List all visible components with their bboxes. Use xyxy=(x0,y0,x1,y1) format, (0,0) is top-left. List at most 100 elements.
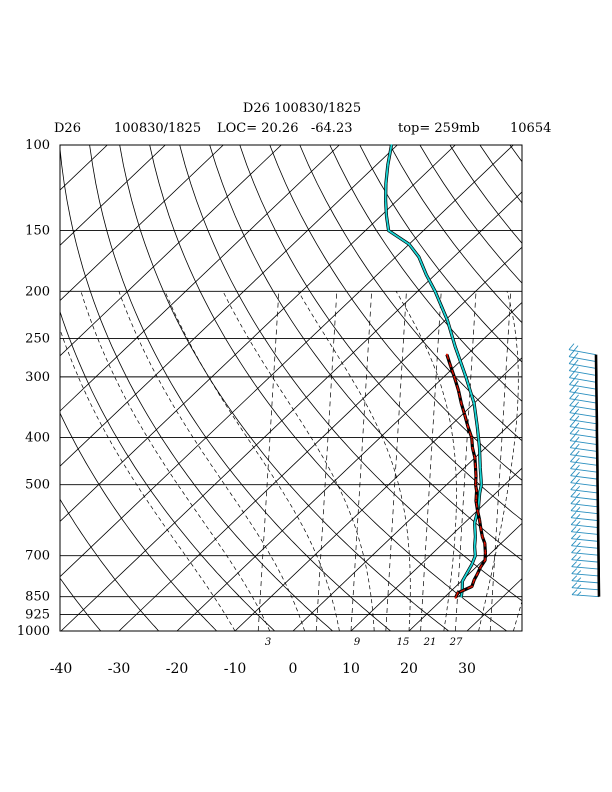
wind-barb-staff xyxy=(570,468,598,473)
second-profile-point xyxy=(478,492,481,494)
wind-barb-staff xyxy=(571,531,599,535)
wind-barb-feather xyxy=(573,373,579,379)
wind-barb-staff xyxy=(569,384,597,390)
wind-barb xyxy=(569,441,598,452)
isotherm-line xyxy=(60,191,522,631)
wind-barb-axis xyxy=(594,354,601,597)
sounding-profiles xyxy=(384,144,487,599)
wind-barb-staff xyxy=(570,482,598,487)
wind-barb-staff xyxy=(569,356,597,363)
wind-barb-feather xyxy=(569,441,576,448)
isotherm-line xyxy=(60,145,398,467)
wind-barb-feather xyxy=(569,378,575,385)
mixing-ratio-label: 9 xyxy=(354,637,361,648)
second-profile-point xyxy=(466,572,468,574)
dry-adiabat xyxy=(60,577,102,631)
temperature-tick-label: -10 xyxy=(224,661,247,677)
second-profile-point xyxy=(446,319,449,322)
wind-barb-feather xyxy=(576,570,582,576)
isotherm-line xyxy=(60,145,514,578)
wind-barbs xyxy=(568,343,601,598)
wind-barb-staff xyxy=(570,461,598,466)
isobars xyxy=(60,144,522,632)
wind-barb-staff xyxy=(569,377,597,383)
temperature-profile-point xyxy=(473,456,476,459)
mixing-ratio-line xyxy=(257,291,280,631)
pressure-tick-label: 250 xyxy=(25,331,50,346)
wind-barb-feather xyxy=(570,483,577,490)
wind-barb-feather xyxy=(574,436,580,442)
wind-barb-feather xyxy=(569,399,576,406)
mixing-ratio-label: 21 xyxy=(423,637,437,648)
temperature-axis: -40 -30 -20 -10 0 10 20 30 xyxy=(50,661,476,677)
wind-barb-feather xyxy=(575,535,581,540)
wind-barb-feather xyxy=(575,492,581,498)
wind-barb xyxy=(570,533,599,542)
temperature-profile-point xyxy=(476,573,479,576)
wind-barb-feather xyxy=(569,413,576,420)
wind-barb xyxy=(569,399,597,411)
wind-barb xyxy=(569,413,597,425)
wind-barb-feather xyxy=(571,554,577,561)
wind-barb-feather xyxy=(574,450,580,456)
mixing-ratio-label: 15 xyxy=(397,637,410,648)
second-profile-point xyxy=(390,144,393,146)
wind-barb-feather xyxy=(569,420,576,427)
temperature-profile-point xyxy=(454,596,457,599)
wind-barb xyxy=(571,575,599,584)
isotherm-line xyxy=(176,301,522,631)
header-location: LOC= 20.26 -64.23 xyxy=(217,121,352,136)
wind-barb-feather xyxy=(571,561,577,568)
temperature-profile-point xyxy=(445,353,448,356)
temperature-profile-point xyxy=(449,365,452,368)
pressure-tick-label: 400 xyxy=(25,431,50,446)
wind-barb-staff xyxy=(569,412,597,418)
wind-barb-feather xyxy=(574,394,579,400)
temperature-profile-point xyxy=(453,375,456,378)
wind-barb-staff xyxy=(571,552,599,556)
second-profile-point xyxy=(408,243,410,246)
second-profile-point xyxy=(386,164,389,167)
wind-barb xyxy=(571,568,599,577)
wind-barb-staff xyxy=(568,349,597,356)
dry-adiabat xyxy=(239,145,522,521)
wind-barb-staff xyxy=(571,580,599,584)
pressure-tick-label: 700 xyxy=(25,549,50,564)
isotherm-line xyxy=(60,145,282,357)
wind-barb-feather xyxy=(573,345,579,351)
wind-barb-feather xyxy=(570,455,576,462)
second-profile-point xyxy=(480,483,483,486)
wind-barb-feather xyxy=(570,526,577,532)
wind-barb-feather xyxy=(576,563,581,569)
mixing-ratio-line xyxy=(350,291,372,631)
second-profile-point xyxy=(465,376,467,378)
mixing-ratio-line xyxy=(455,291,477,631)
wind-barb-feather xyxy=(570,469,576,476)
wind-barb-feather xyxy=(571,582,578,589)
pressure-tick-label: 500 xyxy=(25,478,50,493)
moist-adiabat xyxy=(478,291,519,631)
temperature-profile-point xyxy=(474,483,477,486)
wind-barb-feather xyxy=(575,507,581,512)
second-profile-point xyxy=(425,273,428,276)
temperature-profile-point xyxy=(463,414,466,417)
second-profile-point xyxy=(470,563,473,566)
wind-barb-feather xyxy=(568,343,575,350)
wind-barb-feather xyxy=(568,357,575,364)
moist-adiabat xyxy=(513,600,522,631)
wind-barb xyxy=(571,540,599,549)
wind-barb-staff xyxy=(570,454,598,459)
dry-adiabat xyxy=(60,145,333,631)
wind-barb-feather xyxy=(574,401,580,407)
wind-barb-staff xyxy=(571,517,599,522)
temperature-tick-label: 30 xyxy=(458,661,476,677)
temperature-profile-point xyxy=(473,578,476,581)
wind-barb-feather xyxy=(575,471,580,477)
wind-barb-feather xyxy=(569,385,575,392)
wind-barb-feather xyxy=(574,443,580,449)
moist-adiabat xyxy=(164,291,340,631)
wind-barb-feather xyxy=(573,359,579,365)
wind-barb xyxy=(568,350,597,363)
wind-barb-staff xyxy=(571,587,599,591)
